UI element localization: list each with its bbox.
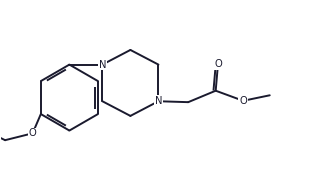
Text: N: N [155,96,162,106]
Text: O: O [214,59,222,69]
Text: N: N [99,60,106,70]
Text: O: O [239,96,247,106]
Text: O: O [29,128,36,138]
